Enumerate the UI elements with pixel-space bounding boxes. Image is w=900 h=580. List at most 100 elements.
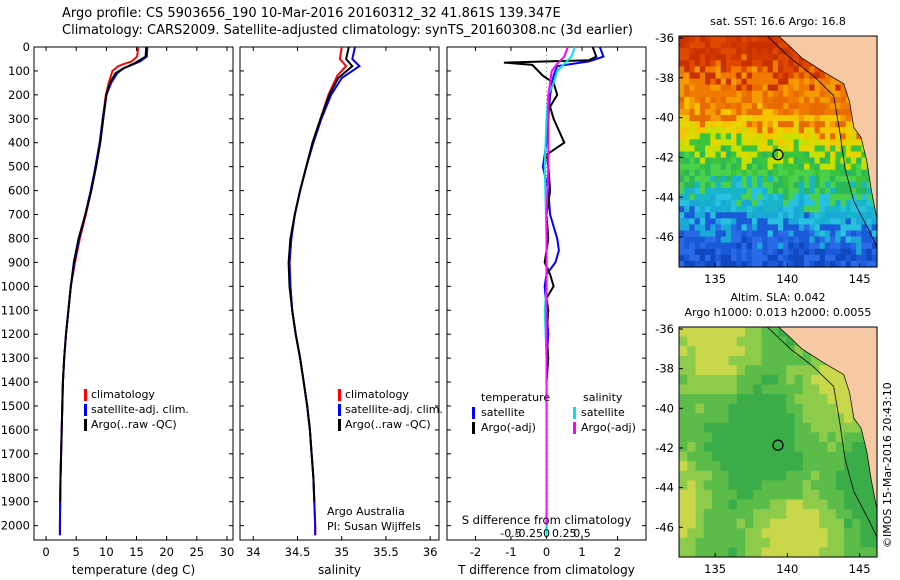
map-cell bbox=[687, 480, 697, 491]
map-cell bbox=[827, 528, 837, 539]
map-cell bbox=[679, 36, 685, 43]
map-cell bbox=[725, 36, 732, 43]
map-cell bbox=[804, 212, 810, 219]
map-cell bbox=[757, 72, 763, 80]
map-cell bbox=[751, 260, 758, 268]
map-cell bbox=[751, 108, 758, 116]
map-cell bbox=[689, 224, 696, 232]
map-cell bbox=[751, 115, 758, 122]
map-cell bbox=[731, 42, 737, 49]
map-cell bbox=[699, 230, 706, 238]
map-cell bbox=[856, 157, 862, 165]
map-cell bbox=[798, 145, 805, 153]
map-cell bbox=[809, 224, 816, 232]
map-cell bbox=[794, 537, 804, 548]
map-cell bbox=[788, 127, 795, 134]
map-cell bbox=[845, 200, 852, 207]
map-cell bbox=[811, 432, 820, 443]
map-cell bbox=[720, 432, 730, 443]
map-cell bbox=[767, 145, 774, 153]
map-cell bbox=[778, 224, 784, 232]
map-cell bbox=[736, 72, 743, 80]
map-cell bbox=[840, 218, 847, 226]
map-cell bbox=[793, 151, 800, 159]
map-cell bbox=[710, 206, 717, 213]
map-cell bbox=[703, 403, 713, 414]
map-cell bbox=[705, 242, 711, 250]
map-cell bbox=[835, 212, 842, 219]
map-cell bbox=[835, 218, 842, 226]
map-cell bbox=[783, 66, 789, 74]
map-cell bbox=[725, 84, 732, 92]
map-cell bbox=[772, 224, 779, 232]
map-cell bbox=[793, 108, 800, 116]
map-cell bbox=[798, 84, 805, 92]
map-cell bbox=[762, 212, 769, 219]
map-cell bbox=[741, 72, 748, 80]
map-cell bbox=[835, 403, 845, 414]
map-cell bbox=[751, 102, 758, 110]
map-cell bbox=[778, 84, 784, 92]
map-cell bbox=[856, 151, 862, 159]
map-cell bbox=[861, 151, 868, 159]
map-cell bbox=[753, 518, 763, 529]
map-cell bbox=[809, 72, 816, 80]
map-cell bbox=[715, 108, 722, 116]
map-y-tick-label: -42 bbox=[655, 441, 674, 455]
map-cell bbox=[850, 230, 857, 238]
map-cell bbox=[689, 212, 696, 219]
map-cell bbox=[868, 518, 878, 529]
map-cell bbox=[814, 72, 821, 80]
map-cell bbox=[746, 181, 753, 189]
map-cell bbox=[731, 84, 737, 92]
map-cell bbox=[753, 537, 763, 548]
map-cell bbox=[840, 127, 847, 134]
map-cell bbox=[728, 355, 738, 366]
map-cell bbox=[684, 151, 690, 159]
map-cell bbox=[679, 66, 685, 74]
map-cell bbox=[753, 403, 763, 414]
map-cell bbox=[830, 200, 836, 207]
map-cell bbox=[699, 66, 706, 74]
map-cell bbox=[720, 60, 727, 67]
map-cell bbox=[856, 133, 862, 140]
map-cell bbox=[712, 327, 721, 338]
map-cell bbox=[798, 127, 805, 134]
map-cell bbox=[798, 72, 805, 80]
map-cell bbox=[679, 121, 685, 128]
map-cell bbox=[804, 169, 810, 177]
map-cell bbox=[819, 206, 826, 213]
map-cell bbox=[761, 509, 771, 520]
map-cell bbox=[741, 254, 748, 262]
map-cell bbox=[819, 499, 829, 510]
map-cell bbox=[757, 163, 763, 171]
map-cell bbox=[856, 254, 862, 262]
map-cell bbox=[804, 60, 810, 67]
map-cell bbox=[736, 200, 743, 207]
map-cell bbox=[694, 36, 701, 43]
map-cell bbox=[725, 151, 732, 159]
map-cell bbox=[679, 422, 688, 433]
map-cell bbox=[793, 145, 800, 153]
argo-position-marker bbox=[772, 439, 784, 451]
map-cell bbox=[860, 499, 870, 510]
map-cell bbox=[809, 66, 816, 74]
map-cell bbox=[772, 230, 779, 238]
map-cell bbox=[720, 151, 727, 159]
map-cell bbox=[746, 224, 753, 232]
map-cell bbox=[757, 151, 763, 159]
map-cell bbox=[687, 451, 697, 462]
map-cell bbox=[679, 157, 685, 165]
map-cell bbox=[809, 254, 816, 262]
legend-swatch bbox=[573, 407, 576, 419]
legend-label: climatology bbox=[345, 388, 409, 401]
map-cell bbox=[824, 236, 831, 244]
map-cell bbox=[757, 200, 763, 207]
map-cell bbox=[860, 461, 870, 472]
map-cell bbox=[844, 499, 853, 510]
map-cell bbox=[689, 90, 696, 98]
map-cell bbox=[778, 133, 784, 140]
figure-title-line1: Argo profile: CS 5903656_190 10-Mar-2016… bbox=[62, 6, 561, 21]
map-cell bbox=[830, 242, 836, 250]
map-cell bbox=[736, 102, 743, 110]
